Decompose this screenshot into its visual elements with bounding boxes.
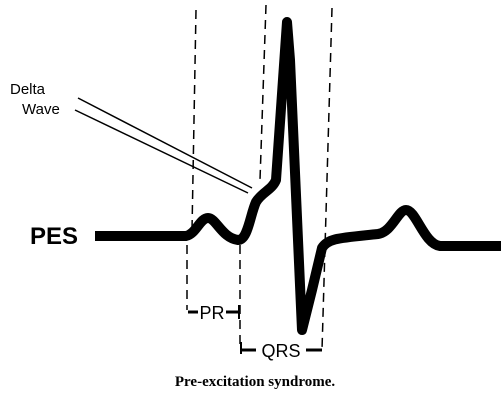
delta-label: Wave — [22, 101, 60, 118]
guide-line — [191, 9, 197, 231]
pointer-line — [77, 97, 253, 189]
delta-label: Delta — [10, 81, 46, 98]
pr-label: PR — [199, 303, 224, 323]
pointer-line — [74, 109, 249, 194]
guide-line — [321, 7, 333, 351]
qrs-label: QRS — [261, 341, 300, 361]
trace-label: PES — [30, 223, 78, 250]
ecg-trace — [95, 17, 501, 335]
caption: Pre-excitation syndrome. — [175, 374, 335, 390]
